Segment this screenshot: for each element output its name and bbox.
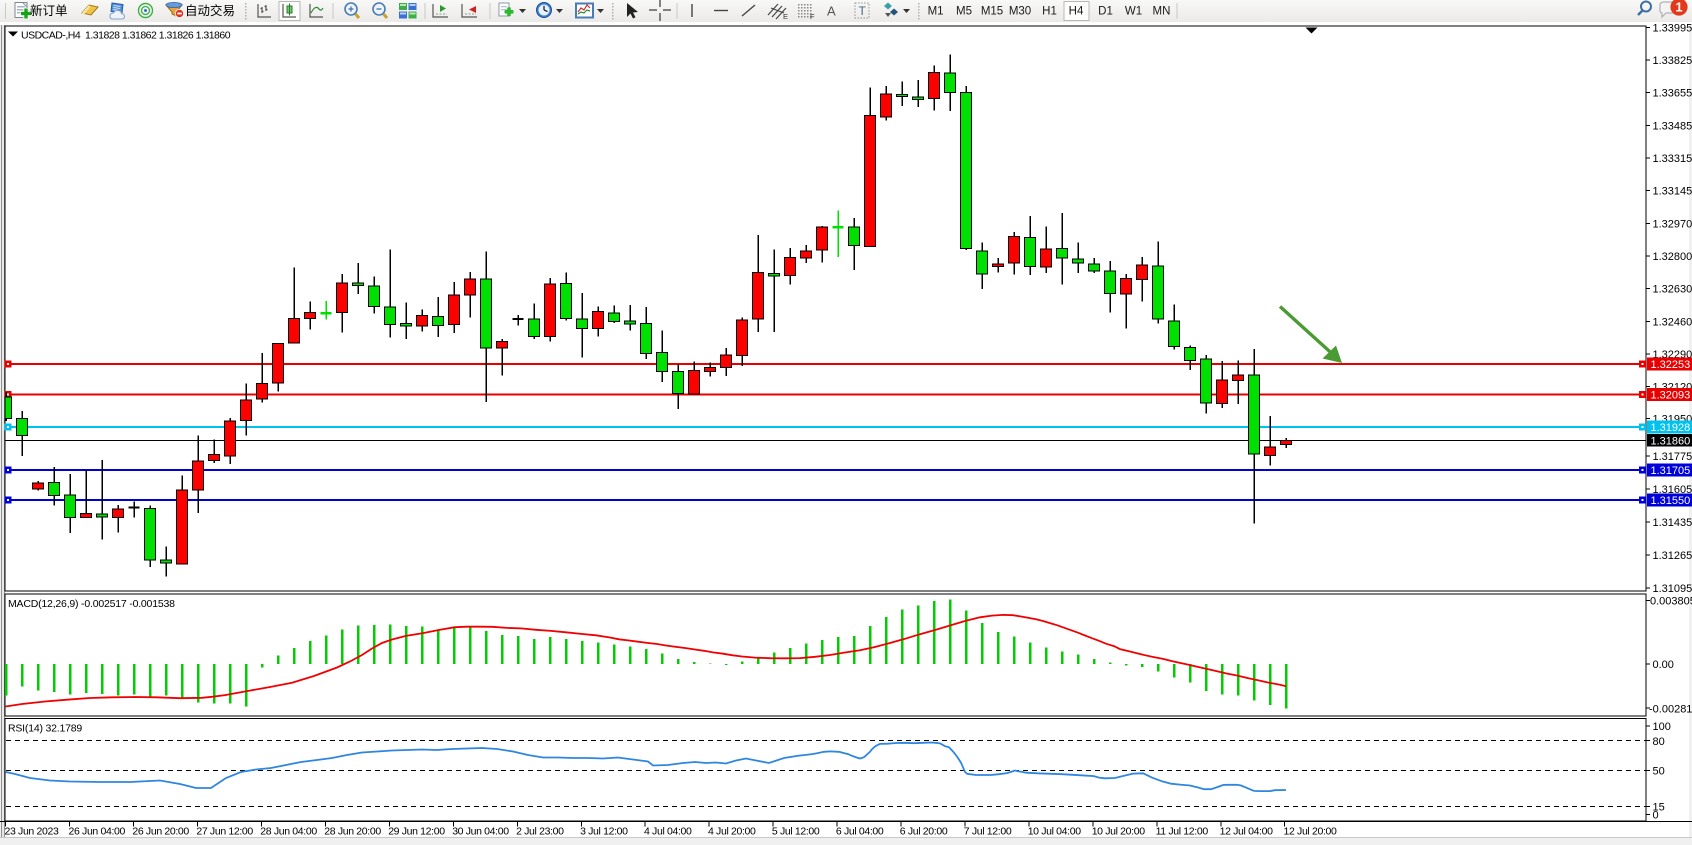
svg-text:1: 1	[1675, 0, 1682, 15]
svg-text:29 Jun 12:00: 29 Jun 12:00	[388, 826, 445, 838]
svg-text:80: 80	[1653, 736, 1665, 748]
svg-text:1.31095: 1.31095	[1653, 583, 1692, 595]
svg-text:0.00: 0.00	[1653, 659, 1674, 671]
svg-text:A: A	[827, 4, 836, 19]
svg-text:1.31860: 1.31860	[1651, 436, 1691, 448]
svg-text:11 Jul 12:00: 11 Jul 12:00	[1156, 826, 1209, 838]
svg-text:1.31435: 1.31435	[1653, 517, 1692, 529]
svg-text:1.31550: 1.31550	[1651, 495, 1691, 507]
svg-text:3 Jul 12:00: 3 Jul 12:00	[580, 826, 628, 838]
svg-text:F: F	[810, 12, 815, 21]
svg-text:1.33825: 1.33825	[1653, 55, 1692, 67]
svg-text:M30: M30	[1009, 6, 1031, 18]
svg-text:E: E	[783, 12, 788, 21]
svg-text:6 Jul 20:00: 6 Jul 20:00	[900, 826, 948, 838]
svg-text:30 Jun 04:00: 30 Jun 04:00	[452, 826, 509, 838]
svg-text:H1: H1	[1042, 6, 1057, 18]
svg-text:28 Jun 20:00: 28 Jun 20:00	[324, 826, 381, 838]
svg-text:12 Jul 20:00: 12 Jul 20:00	[1284, 826, 1338, 838]
svg-text:1.33145: 1.33145	[1653, 186, 1692, 198]
svg-text:1.31705: 1.31705	[1651, 465, 1691, 477]
svg-text:1.32800: 1.32800	[1653, 251, 1692, 263]
svg-text:1.31605: 1.31605	[1653, 484, 1692, 496]
svg-text:M5: M5	[956, 6, 972, 18]
svg-text:-0.002818: -0.002818	[1649, 704, 1692, 716]
svg-text:1.32253: 1.32253	[1651, 359, 1691, 371]
svg-text:4 Jul 20:00: 4 Jul 20:00	[708, 826, 756, 838]
svg-text:1.31265: 1.31265	[1653, 550, 1692, 562]
svg-text:12 Jul 04:00: 12 Jul 04:00	[1220, 826, 1274, 838]
svg-text:27 Jun 12:00: 27 Jun 12:00	[196, 826, 253, 838]
svg-text:23 Jun 2023: 23 Jun 2023	[5, 826, 59, 838]
svg-text:1.33995: 1.33995	[1653, 23, 1692, 35]
svg-text:5 Jul 12:00: 5 Jul 12:00	[772, 826, 820, 838]
svg-text:28 Jun 04:00: 28 Jun 04:00	[260, 826, 317, 838]
svg-text:H4: H4	[1069, 6, 1084, 18]
svg-text:0: 0	[1653, 810, 1659, 822]
svg-text:MN: MN	[1153, 6, 1171, 18]
svg-text:T: T	[859, 4, 867, 18]
svg-text:15: 15	[1653, 802, 1665, 814]
svg-text:1.33315: 1.33315	[1653, 153, 1692, 165]
svg-text:1.33485: 1.33485	[1653, 120, 1692, 132]
svg-text:1.31928: 1.31928	[1651, 422, 1691, 434]
svg-text:MACD(12,26,9) -0.002517 -0.001: MACD(12,26,9) -0.002517 -0.001538	[8, 598, 175, 610]
svg-text:USDCAD-,H4 1.31828 1.31862 1.: USDCAD-,H4 1.31828 1.31862 1.31826 1.318…	[21, 30, 231, 42]
svg-text:6 Jul 04:00: 6 Jul 04:00	[836, 826, 884, 838]
svg-text:1.31775: 1.31775	[1653, 451, 1692, 463]
svg-text:1.33655: 1.33655	[1653, 88, 1692, 100]
svg-text:1.32460: 1.32460	[1653, 316, 1692, 328]
svg-text:M15: M15	[981, 6, 1003, 18]
svg-text:1.32630: 1.32630	[1653, 284, 1692, 296]
svg-text:1.32970: 1.32970	[1653, 219, 1692, 231]
svg-text:4 Jul 04:00: 4 Jul 04:00	[644, 826, 692, 838]
svg-text:W1: W1	[1125, 6, 1142, 18]
svg-text:1.32093: 1.32093	[1651, 390, 1691, 402]
svg-text:26 Jun 20:00: 26 Jun 20:00	[132, 826, 189, 838]
svg-text:RSI(14) 32.1789: RSI(14) 32.1789	[8, 723, 82, 735]
svg-text:2 Jul 23:00: 2 Jul 23:00	[516, 826, 564, 838]
svg-text:0.003805: 0.003805	[1650, 596, 1692, 608]
svg-text:D1: D1	[1098, 6, 1113, 18]
svg-text:50: 50	[1653, 766, 1665, 778]
svg-text:7 Jul 12:00: 7 Jul 12:00	[964, 826, 1012, 838]
svg-text:26 Jun 04:00: 26 Jun 04:00	[69, 826, 126, 838]
svg-text:自动交易: 自动交易	[185, 3, 235, 18]
svg-text:100: 100	[1653, 721, 1671, 733]
svg-text:10 Jul 20:00: 10 Jul 20:00	[1092, 826, 1146, 838]
svg-text:10 Jul 04:00: 10 Jul 04:00	[1028, 826, 1082, 838]
svg-text:M1: M1	[928, 6, 944, 18]
svg-text:新订单: 新订单	[30, 3, 68, 18]
